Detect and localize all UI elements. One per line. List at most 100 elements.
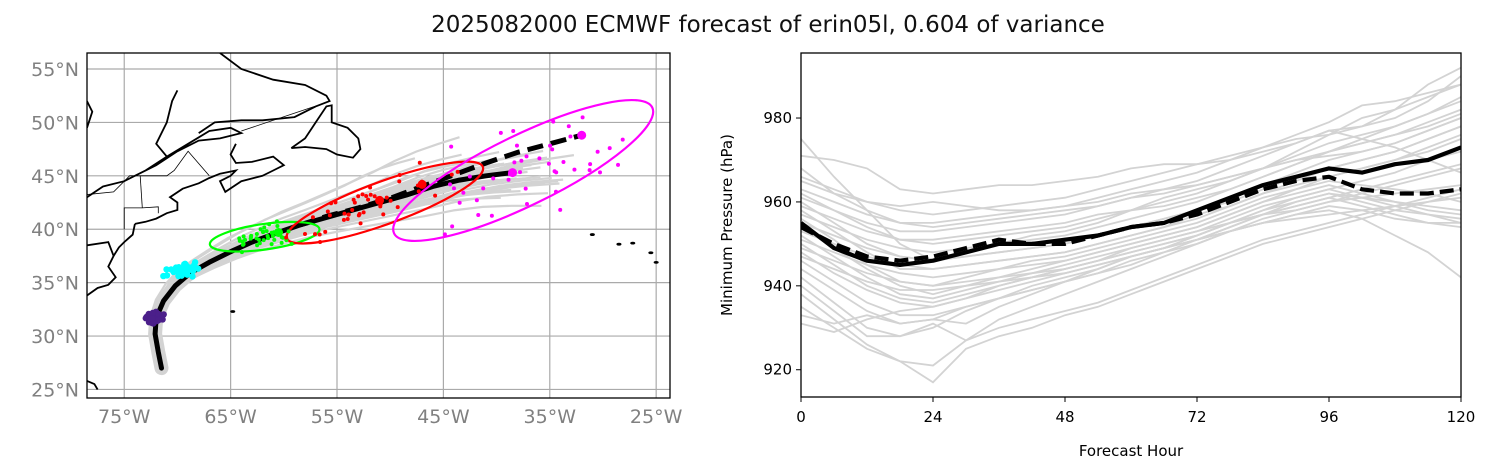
x-tick-label: 24 (923, 408, 942, 426)
green-position (261, 229, 266, 234)
cyan-position (184, 267, 192, 275)
red-position (455, 169, 460, 174)
magenta-position (580, 115, 585, 120)
island (616, 242, 622, 246)
map-y-tick-labels: 25°N 30°N 35°N 40°N 45°N 50°N 55°N (31, 59, 79, 401)
red-position (345, 217, 350, 222)
red-position (368, 192, 373, 197)
ensemble-member-line (801, 184, 1461, 333)
red-position (388, 198, 393, 203)
ensemble-member-line (801, 96, 1461, 245)
magenta-position (620, 137, 625, 142)
x-axis-label: Forecast Hour (1079, 442, 1184, 460)
red-position (449, 172, 454, 177)
figure-title: 2025082000 ECMWF forecast of erin05l, 0.… (431, 12, 1105, 38)
coastline (155, 90, 179, 158)
magenta-position (537, 156, 542, 161)
red-position (372, 194, 377, 199)
green-position (241, 242, 246, 247)
red-position (323, 229, 328, 234)
green-position (257, 241, 262, 246)
magenta-position (506, 177, 511, 182)
ensemble-track-halo (148, 235, 259, 376)
green-position (261, 238, 266, 243)
red-position (350, 208, 355, 213)
map-y-tick-label: 30°N (31, 326, 79, 348)
green-position (272, 237, 277, 242)
ensemble-member-line (801, 196, 1461, 291)
purple-position (148, 315, 156, 322)
red-position (356, 194, 361, 199)
ensemble-member-line (801, 209, 1461, 342)
map-y-tick-label: 40°N (31, 219, 79, 241)
coastline (87, 126, 244, 198)
red-position (368, 185, 373, 190)
green-ellipse (208, 220, 321, 253)
coastline (290, 104, 362, 159)
red-position (329, 201, 334, 206)
red-position (381, 212, 386, 217)
purple-position (155, 310, 162, 318)
magenta-position (551, 119, 556, 124)
red-position (310, 215, 315, 220)
cyan-position (160, 272, 167, 280)
red-position (384, 195, 389, 200)
red-position (416, 189, 421, 194)
map-x-tick-label: 75°W (98, 406, 151, 428)
red-position (327, 213, 332, 218)
ensemble-member-line (801, 117, 1461, 212)
deterministic-line (801, 174, 1461, 263)
map-x-tick-label: 55°W (311, 406, 364, 428)
green-position (255, 243, 260, 248)
map-x-tick-label: 35°W (524, 406, 577, 428)
red-position (360, 192, 365, 197)
magenta-position (461, 190, 466, 195)
magenta-position (491, 176, 496, 181)
coastline (87, 100, 94, 129)
map-y-tick-label: 25°N (31, 379, 79, 401)
map-x-tick-label: 65°W (204, 406, 257, 428)
coastline (87, 241, 117, 297)
ensemble-member-line (801, 188, 1461, 367)
ensemble-member-line (801, 112, 1461, 241)
ensemble-member-line (801, 129, 1461, 233)
ensemble-member-line (801, 108, 1461, 254)
highlight-position (273, 227, 283, 237)
magenta-position (587, 168, 592, 173)
magenta-position (548, 143, 553, 148)
red-position (351, 197, 356, 202)
red-position (364, 194, 369, 199)
magenta-position (474, 198, 479, 203)
magenta-position (550, 147, 555, 152)
green-position (279, 240, 284, 245)
green-position (274, 219, 279, 224)
island (630, 241, 636, 245)
magenta-position (476, 213, 481, 218)
island (653, 260, 659, 264)
green-position (286, 229, 291, 234)
purple-position (149, 309, 156, 317)
magenta-position (518, 170, 523, 175)
red-position (342, 211, 347, 216)
magenta-position (568, 134, 573, 139)
cyan-position (175, 263, 183, 271)
y-tick-label: 980 (763, 109, 792, 127)
map-x-tick-labels: 75°W 65°W 55°W 45°W 35°W 25°W (98, 406, 683, 428)
cyan-position (191, 259, 199, 266)
ensemble-member-line (801, 100, 1461, 229)
y-tick-label: 960 (763, 193, 792, 211)
island (230, 310, 236, 313)
red-position (417, 160, 422, 165)
mean-lines (801, 145, 1461, 267)
y-tick-label: 920 (763, 361, 792, 379)
ensemble-member-line (801, 188, 1461, 287)
purple-position (155, 316, 163, 324)
red-position (361, 210, 366, 215)
ensemble-member-line (801, 192, 1461, 384)
green-position (262, 225, 267, 230)
green-position (275, 223, 280, 228)
magenta-position (451, 186, 456, 191)
magenta-position (553, 189, 558, 194)
